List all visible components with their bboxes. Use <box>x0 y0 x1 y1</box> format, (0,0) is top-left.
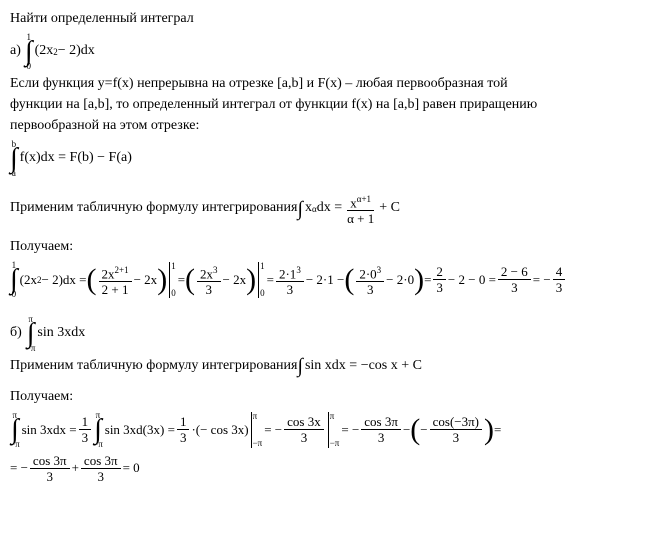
spacer <box>10 303 658 311</box>
spacer <box>10 380 658 386</box>
spacer <box>10 182 658 188</box>
integrand-b: sin 3xdx <box>37 324 85 343</box>
theory-line-3: первообразной на этом отрезке: <box>10 117 658 136</box>
ftc-formula: b ∫ a f(x)dx = F(b) − F(a) <box>10 140 658 178</box>
integral-icon: 1 ∫ 0 <box>10 261 18 299</box>
tab1-tail: + C <box>379 199 400 218</box>
tab2-pre: Применим табличную формулу интегрировани… <box>10 357 297 376</box>
spacer <box>10 230 658 236</box>
integrand-a-2: − 2)dx <box>58 42 95 61</box>
table-formula-2: Применим табличную формулу интегрировани… <box>10 357 658 376</box>
table-formula-1: Применим табличную формулу интегрировани… <box>10 192 658 226</box>
problem-a: а) 1 ∫ 0 (2x 2 − 2)dx <box>10 33 658 71</box>
ftc-body: f(x)dx = F(b) − F(a) <box>20 149 132 168</box>
integrand-a-1: (2x <box>35 42 54 61</box>
eval-bar: π−π <box>328 412 340 448</box>
integral-icon: ∫ <box>297 358 302 374</box>
problem-b: б) π ∫ −π sin 3xdx <box>10 315 658 353</box>
calc-b-line1: π ∫ −π sin 3xdx = 13 π ∫ −π sin 3xd(3x) … <box>10 411 658 449</box>
theory-line-2: функции на [a,b], то определенный интегр… <box>10 96 658 115</box>
integral-icon: π ∫ −π <box>10 411 20 449</box>
tab2-body: sin xdx = −cos x + C <box>305 357 422 376</box>
integral-icon: π ∫ −π <box>93 411 103 449</box>
integral-icon: 1 ∫ 0 <box>25 33 33 71</box>
eval-bar: 10 <box>258 262 265 298</box>
label-b: б) <box>10 324 22 343</box>
tab1-pre: Применим табличную формулу интегрировани… <box>10 199 297 218</box>
tab1-x: x <box>305 199 312 218</box>
label-a: а) <box>10 42 21 61</box>
eval-bar: 10 <box>169 262 176 298</box>
title: Найти определенный интеграл <box>10 10 658 29</box>
calc-a: 1 ∫ 0 (2x2 − 2)dx = ( 2x2+12 + 1 − 2x ) … <box>10 261 658 299</box>
tab1-frac: xα+1 α + 1 <box>344 192 377 226</box>
eval-bar: π−π <box>251 412 263 448</box>
get-1: Получаем: <box>10 238 658 257</box>
calc-b-line2: = − cos 3π3 + cos 3π3 = 0 <box>10 453 658 484</box>
get-2: Получаем: <box>10 388 658 407</box>
theory-line-1: Если функция y=f(x) непрерывна на отрезк… <box>10 75 658 94</box>
integral-icon: b ∫ a <box>10 140 18 178</box>
tab1-dx: dx = <box>317 199 342 218</box>
integral-icon: π ∫ −π <box>26 315 36 353</box>
integral-icon: ∫ <box>297 201 302 217</box>
